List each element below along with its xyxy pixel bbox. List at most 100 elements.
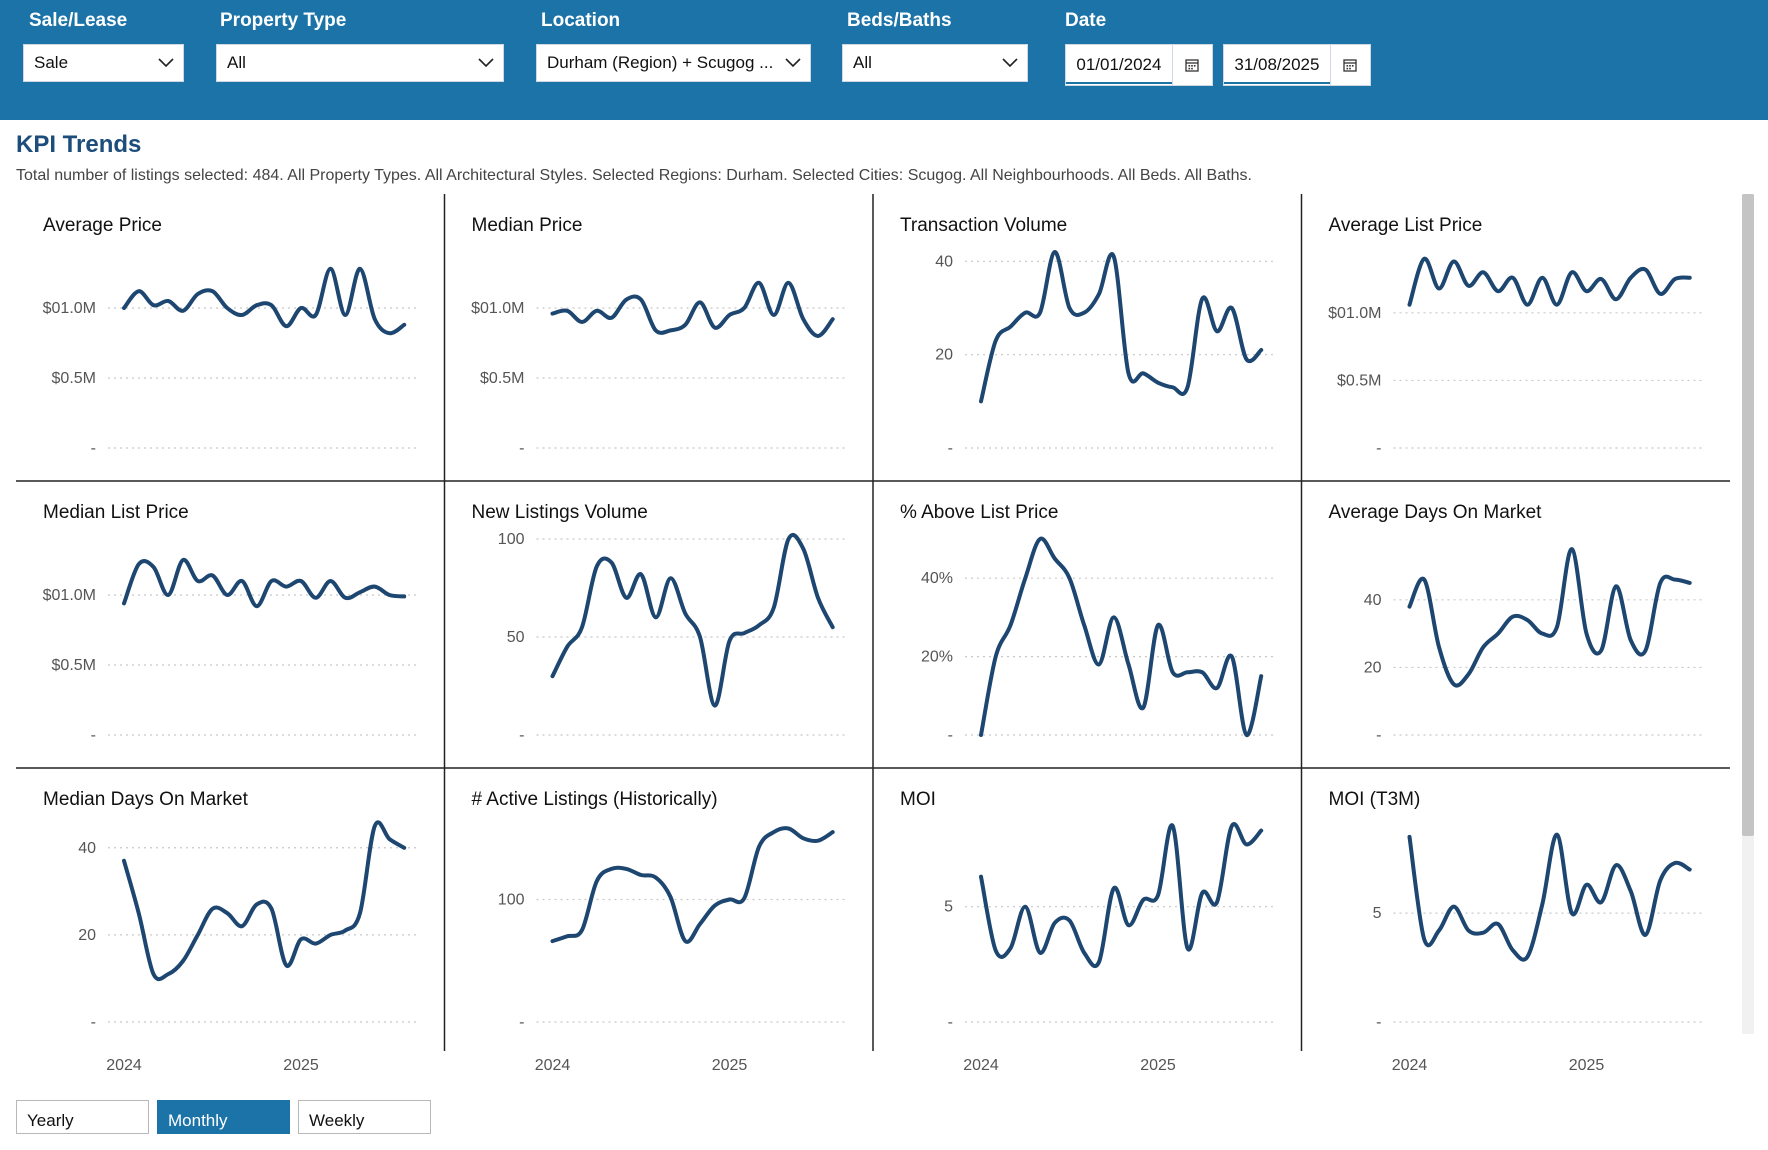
data-point xyxy=(1422,937,1426,941)
data-point xyxy=(240,313,244,317)
data-point xyxy=(402,323,406,327)
data-point xyxy=(240,924,244,928)
y-tick-label: - xyxy=(91,440,96,457)
data-point xyxy=(1082,311,1086,315)
data-point xyxy=(1082,623,1086,627)
data-point xyxy=(211,573,215,577)
data-point xyxy=(299,306,303,310)
data-point xyxy=(1511,615,1515,619)
y-tick-label: $0.5M xyxy=(52,657,96,674)
weekly-button[interactable]: Weekly xyxy=(298,1100,431,1134)
data-point xyxy=(1599,649,1603,653)
y-tick-label: $01.0M xyxy=(471,300,524,317)
date-start-value[interactable]: 01/01/2024 xyxy=(1066,46,1172,84)
data-point xyxy=(801,547,805,551)
data-point xyxy=(1496,922,1500,926)
y-tick-label: 40 xyxy=(935,253,953,270)
data-point xyxy=(1629,276,1633,280)
y-tick-label: - xyxy=(948,727,953,744)
data-point xyxy=(1658,581,1662,585)
data-point xyxy=(1614,863,1618,867)
data-point xyxy=(757,623,761,627)
data-point xyxy=(1156,893,1160,897)
yearly-button[interactable]: Yearly xyxy=(16,1100,149,1134)
chart-title-average-list-price: Average List Price xyxy=(1329,215,1483,236)
data-point xyxy=(624,298,628,302)
data-point xyxy=(639,873,643,877)
data-point xyxy=(358,267,362,271)
monthly-button[interactable]: Monthly xyxy=(157,1100,290,1134)
data-point xyxy=(1526,618,1530,622)
data-point xyxy=(580,625,584,629)
date-end-field[interactable]: 31/08/2025 xyxy=(1223,44,1371,86)
data-point xyxy=(1496,632,1500,636)
data-point xyxy=(683,939,687,943)
data-point xyxy=(801,317,805,321)
data-point xyxy=(1068,919,1072,923)
data-point xyxy=(1230,824,1234,828)
data-point xyxy=(1141,706,1145,710)
data-point xyxy=(1215,900,1219,904)
scrollbar-thumb[interactable] xyxy=(1742,194,1754,836)
data-point xyxy=(994,339,998,343)
data-point xyxy=(1452,259,1456,263)
series-line-transaction-volume xyxy=(979,249,1264,404)
data-point xyxy=(580,320,584,324)
data-point xyxy=(1555,303,1559,307)
data-point xyxy=(595,564,599,568)
data-point xyxy=(742,306,746,310)
y-tick-label: $01.0M xyxy=(43,300,96,317)
date-start-field[interactable]: 01/01/2024 xyxy=(1065,44,1213,86)
y-tick-label: 20% xyxy=(921,649,953,666)
data-point xyxy=(669,895,673,899)
chevron-down-icon xyxy=(149,44,183,82)
data-point xyxy=(979,733,983,737)
sale-lease-value: Sale xyxy=(34,53,69,72)
calendar-icon[interactable] xyxy=(1329,45,1370,85)
property-type-label: Property Type xyxy=(220,10,347,31)
data-point xyxy=(1614,584,1618,588)
data-point xyxy=(1068,306,1072,310)
y-tick-label: - xyxy=(948,1014,953,1031)
y-tick-label: - xyxy=(519,440,524,457)
data-point xyxy=(551,674,555,678)
data-point xyxy=(1688,581,1692,585)
data-point xyxy=(1245,733,1249,737)
data-point xyxy=(1156,623,1160,627)
data-point xyxy=(565,645,569,649)
series-line-above-list-price xyxy=(979,536,1264,738)
data-point xyxy=(1496,289,1500,293)
chart-title-median-days-on-market: Median Days On Market xyxy=(43,789,249,810)
data-point xyxy=(565,309,569,313)
data-point xyxy=(225,306,229,310)
chart-title-average-days-on-market: Average Days On Market xyxy=(1329,502,1543,523)
data-point xyxy=(1023,311,1027,315)
beds-baths-dropdown[interactable]: All xyxy=(842,44,1028,82)
data-point xyxy=(1437,645,1441,649)
data-point xyxy=(1614,297,1618,301)
data-point xyxy=(1023,905,1027,909)
data-point xyxy=(122,601,126,605)
series-line-new-listings-volume xyxy=(550,533,835,708)
data-point xyxy=(713,704,717,708)
data-point xyxy=(1437,286,1441,290)
data-point xyxy=(1126,923,1130,927)
data-point xyxy=(772,313,776,317)
data-point xyxy=(994,655,998,659)
location-dropdown[interactable]: Durham (Region) + Scugog ... xyxy=(536,44,811,82)
sale-lease-dropdown[interactable]: Sale xyxy=(23,44,184,82)
data-point xyxy=(1171,385,1175,389)
data-point xyxy=(1230,655,1234,659)
data-point xyxy=(284,963,288,967)
calendar-icon[interactable] xyxy=(1171,45,1212,85)
data-point xyxy=(1038,311,1042,315)
data-point xyxy=(713,904,717,908)
data-point xyxy=(122,859,126,863)
data-point xyxy=(1540,632,1544,636)
data-point xyxy=(757,281,761,285)
data-point xyxy=(388,593,392,597)
data-point xyxy=(654,875,658,879)
property-type-dropdown[interactable]: All xyxy=(216,44,504,82)
date-end-value[interactable]: 31/08/2025 xyxy=(1224,46,1330,84)
data-point xyxy=(358,590,362,594)
